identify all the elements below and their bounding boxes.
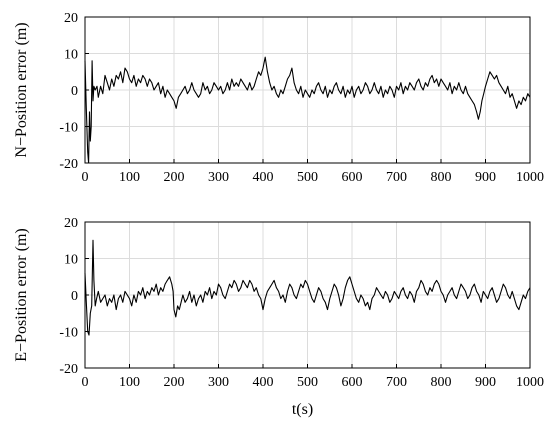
e-position-error-panel: 0 100 200 300 400 500 600 700 800 900 1000 20100-1… — [13, 216, 544, 418]
n-panel-x-tick-label: 800 — [431, 170, 452, 185]
n-panel-x-tick-label: 700 — [386, 170, 407, 185]
n-panel-x-tick-label: 1000 — [516, 170, 544, 185]
e-panel-x-axis-label: t(s) — [292, 401, 313, 418]
n-panel-y-tick-label: 10 — [64, 48, 78, 63]
n-panel-x-tick-label: 0 — [82, 170, 89, 185]
e-panel-x-tick-label: 200 — [164, 375, 185, 390]
n-panel-y-tick-label: -10 — [59, 121, 78, 136]
e-position-error-line — [84, 239, 531, 336]
e-panel-y-tick-label: 10 — [64, 253, 78, 268]
n-panel-x-tick-label: 900 — [475, 170, 496, 185]
e-panel-x-tick-label: 100 — [119, 375, 140, 390]
e-panel-x-tick-label: 1000 — [516, 375, 544, 390]
n-panel-y-ticks: 20 10 0 -10 -20 — [59, 11, 89, 172]
n-position-error-line — [84, 56, 531, 164]
e-panel-x-tick-label: 0 — [82, 375, 89, 390]
e-panel-y-tick-label: 0 — [71, 289, 78, 304]
n-position-error-panel: 0 100 200 300 400 500 600 700 800 900 1000 20100-1… — [13, 11, 544, 185]
n-panel-x-tick-label: 500 — [297, 170, 318, 185]
n-panel-x-tick-label: 400 — [253, 170, 274, 185]
e-panel-x-tick-label: 800 — [431, 375, 452, 390]
e-panel-x-ticks: 0 100 200 300 400 500 600 700 800 900 1000 — [82, 364, 544, 390]
e-panel-y-tick-label: -20 — [59, 362, 78, 377]
e-panel-grid — [84, 221, 531, 369]
n-panel-y-axis-label: N−Position error (m) — [13, 22, 30, 157]
n-panel-y-tick-label: 0 — [71, 84, 78, 99]
e-panel-x-tick-label: 400 — [253, 375, 274, 390]
n-panel-y-tick-label: 20 — [64, 11, 78, 26]
e-panel-x-tick-label: 700 — [386, 375, 407, 390]
e-panel-x-tick-label: 300 — [208, 375, 229, 390]
e-panel-y-ticks: 20 10 0 -10 -20 — [59, 216, 89, 377]
n-panel-x-tick-label: 100 — [119, 170, 140, 185]
e-panel-x-tick-label: 600 — [342, 375, 363, 390]
e-panel-y-tick-label: 20 — [64, 216, 78, 231]
e-panel-y-axis-label: E−Position error (m) — [13, 228, 30, 361]
n-panel-grid — [84, 16, 531, 164]
n-panel-x-ticks: 0 100 200 300 400 500 600 700 800 900 1000 — [82, 159, 544, 185]
n-panel-x-tick-label: 300 — [208, 170, 229, 185]
e-panel-x-tick-label: 500 — [297, 375, 318, 390]
n-panel-y-tick-label: -20 — [59, 157, 78, 172]
n-panel-x-tick-label: 600 — [342, 170, 363, 185]
e-panel-y-tick-label: -10 — [59, 326, 78, 341]
n-panel-x-tick-label: 200 — [164, 170, 185, 185]
e-panel-x-tick-label: 900 — [475, 375, 496, 390]
